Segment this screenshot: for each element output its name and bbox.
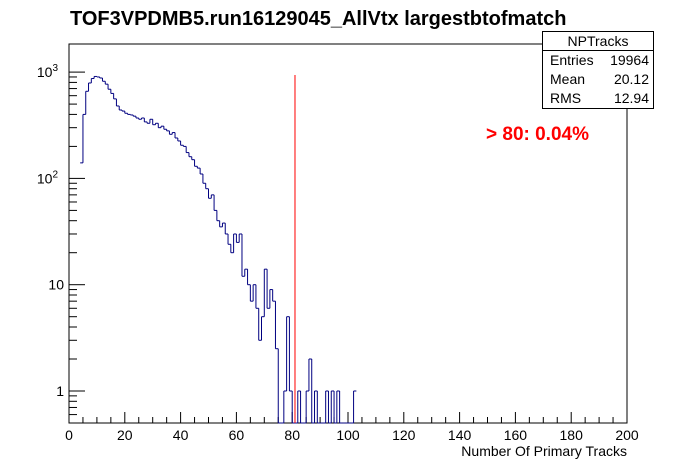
y-tick-label: 10 [48, 277, 64, 293]
x-tick-label: 200 [615, 427, 639, 443]
stats-row-entries: Entries 19964 [543, 51, 653, 70]
axis-ticks [68, 71, 628, 424]
x-tick-label: 20 [117, 427, 133, 443]
stats-mean-value: 20.12 [613, 71, 649, 87]
stats-row-mean: Mean 20.12 [543, 70, 653, 89]
x-tick-label: 0 [65, 427, 73, 443]
x-tick-label: 120 [392, 427, 416, 443]
x-tick-label: 60 [229, 427, 245, 443]
x-tick-label: 140 [448, 427, 472, 443]
chart-title: TOF3VPDMB5.run16129045_AllVtx largestbto… [70, 8, 567, 30]
y-tick-label: 102 [37, 169, 59, 186]
y-tick-label: 1 [56, 383, 64, 399]
y-tick-label: 103 [37, 63, 59, 80]
x-tick-label: 80 [284, 427, 300, 443]
x-tick-label: 160 [504, 427, 528, 443]
overflow-annotation: > 80: 0.04% [486, 124, 589, 145]
stats-rms-value: 12.94 [613, 90, 649, 106]
stats-box: NPTracks Entries 19964 Mean 20.12 RMS 12… [542, 31, 654, 109]
x-axis-label: Number Of Primary Tracks [461, 443, 627, 459]
histogram-bins [80, 75, 357, 424]
x-tick-label: 180 [560, 427, 584, 443]
stats-entries-value: 19964 [610, 52, 649, 68]
stats-entries-label: Entries [550, 52, 594, 68]
stats-rms-label: RMS [550, 90, 582, 106]
x-tick-label: 100 [336, 427, 360, 443]
x-tick-label: 40 [173, 427, 189, 443]
stats-row-rms: RMS 12.94 [543, 89, 653, 108]
stats-box-title: NPTracks [543, 32, 653, 51]
stats-mean-label: Mean [550, 71, 586, 87]
